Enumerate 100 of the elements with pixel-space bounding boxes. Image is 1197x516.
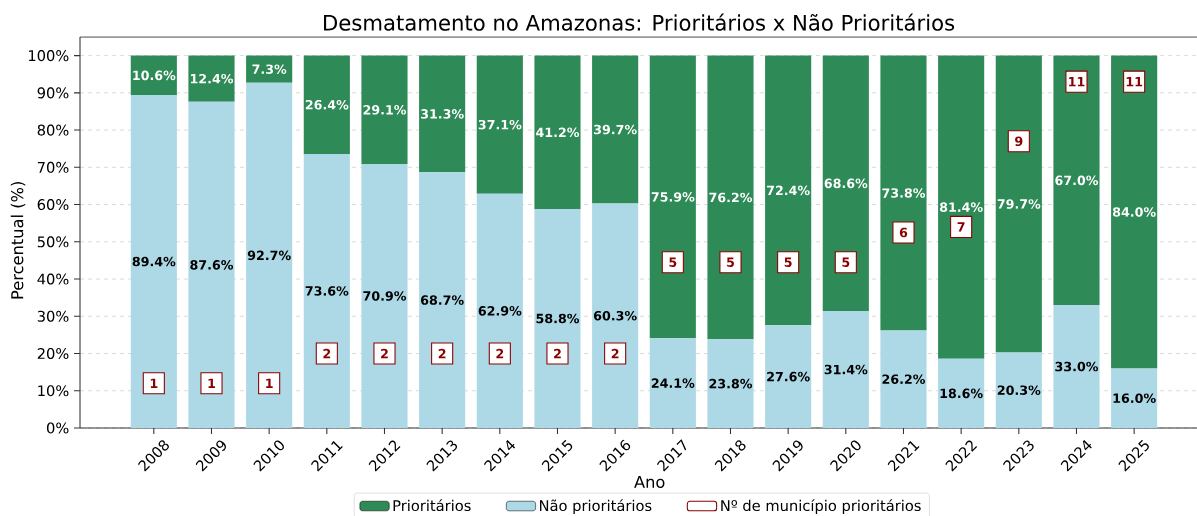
bar [534,55,581,210]
bar [649,55,696,339]
bar [592,203,639,428]
x-axis-title: Ano [634,475,665,488]
bar [995,352,1042,428]
bar [130,95,177,428]
annotation: 11 [1126,77,1143,87]
data-label: 62.9% [478,306,522,316]
annotation: 2 [554,348,561,359]
annotation: 9 [1015,136,1023,147]
bar [592,55,639,204]
annotation: 5 [727,257,734,267]
y-tick-label: 90% [37,87,69,99]
y-axis-title: Percentual (%) [10,182,26,299]
data-label: 31.3% [421,109,464,119]
annotation: 5 [784,257,792,267]
bar [419,172,466,428]
data-label: 58.8% [536,313,580,324]
bar [246,55,293,83]
y-tick-label: 10% [38,385,69,397]
bar [938,55,985,359]
data-label: 27.6% [767,371,810,382]
data-label: 29.1% [363,104,407,115]
annotation: 1 [266,378,273,388]
data-label: 16.0% [1113,393,1156,403]
bar [188,101,235,428]
data-label: 7.3% [252,64,287,74]
bar [765,325,812,428]
bar [476,55,523,194]
y-tick-label: 20% [37,347,69,360]
bar [1053,305,1100,428]
annotation: 6 [899,227,908,238]
data-label: 68.7% [420,295,464,305]
annotation: 2 [381,348,388,359]
data-label: 72.4% [767,185,810,196]
bar [419,55,466,173]
bar [1053,55,1100,306]
data-label: 18.6% [940,388,983,399]
bar [534,209,581,428]
annotation: 11 [1069,77,1085,87]
bar [707,55,754,340]
bar [361,163,408,428]
bar [476,193,523,428]
bar [1111,368,1158,428]
data-label: 39.7% [594,124,637,135]
annotation: 1 [208,378,216,388]
y-tick-label: 100% [28,50,69,62]
data-label: 26.4% [305,99,349,110]
y-tick-label: 60% [37,199,69,211]
data-label: 73.6% [305,286,349,296]
data-label: 76.2% [709,192,753,203]
data-label: 81.4% [939,202,983,212]
annotation: 5 [669,257,677,267]
legend-label: Prioritários [393,499,471,512]
legend-label: Não prioritários [540,499,652,514]
y-tick-label: 30% [37,310,69,322]
y-tick-label: 50% [37,236,69,248]
y-tick-label: 40% [37,273,69,285]
chart-title: Desmatamento no Amazonas: Prioritários x Não Prioritários [324,13,955,31]
y-tick-label: 70% [37,161,69,173]
annotation: 2 [611,348,619,359]
bar [246,82,293,428]
bar [938,358,985,428]
annotation: 2 [323,348,331,359]
bar [188,55,235,102]
bar [765,55,812,326]
legend-label: Nº de município prioritários [721,499,921,514]
y-tick-label: 0% [46,422,69,434]
data-label: 10.6% [133,70,176,81]
y-tick-label: 80% [37,124,69,136]
annotation: 5 [842,257,850,267]
data-label: 41.2% [536,127,580,138]
data-label: 87.6% [190,260,234,270]
bar [649,338,696,428]
bar [303,153,350,428]
data-label: 84.0% [1112,207,1156,217]
bar [822,311,869,428]
data-label: 23.8% [709,378,753,389]
data-label: 26.2% [882,374,926,384]
bar [361,55,408,164]
data-label: 33.0% [1055,361,1099,372]
data-label: 73.8% [882,188,926,198]
bar [707,339,754,428]
data-label: 92.7% [247,250,291,261]
data-label: 60.3% [593,310,637,321]
bar [822,55,869,312]
annotation: 2 [438,348,446,359]
data-label: 68.6% [824,178,868,189]
bar [880,55,927,331]
data-label: 79.7% [997,199,1041,209]
bar [303,55,350,154]
annotation: 1 [150,378,158,388]
bar [995,55,1042,353]
data-label: 70.9% [363,291,407,301]
annotation: 7 [957,222,965,232]
data-label: 24.1% [651,378,695,388]
bar [880,330,927,428]
data-label: 20.3% [997,385,1041,395]
data-label: 37.1% [478,119,522,130]
bar [1111,55,1158,369]
